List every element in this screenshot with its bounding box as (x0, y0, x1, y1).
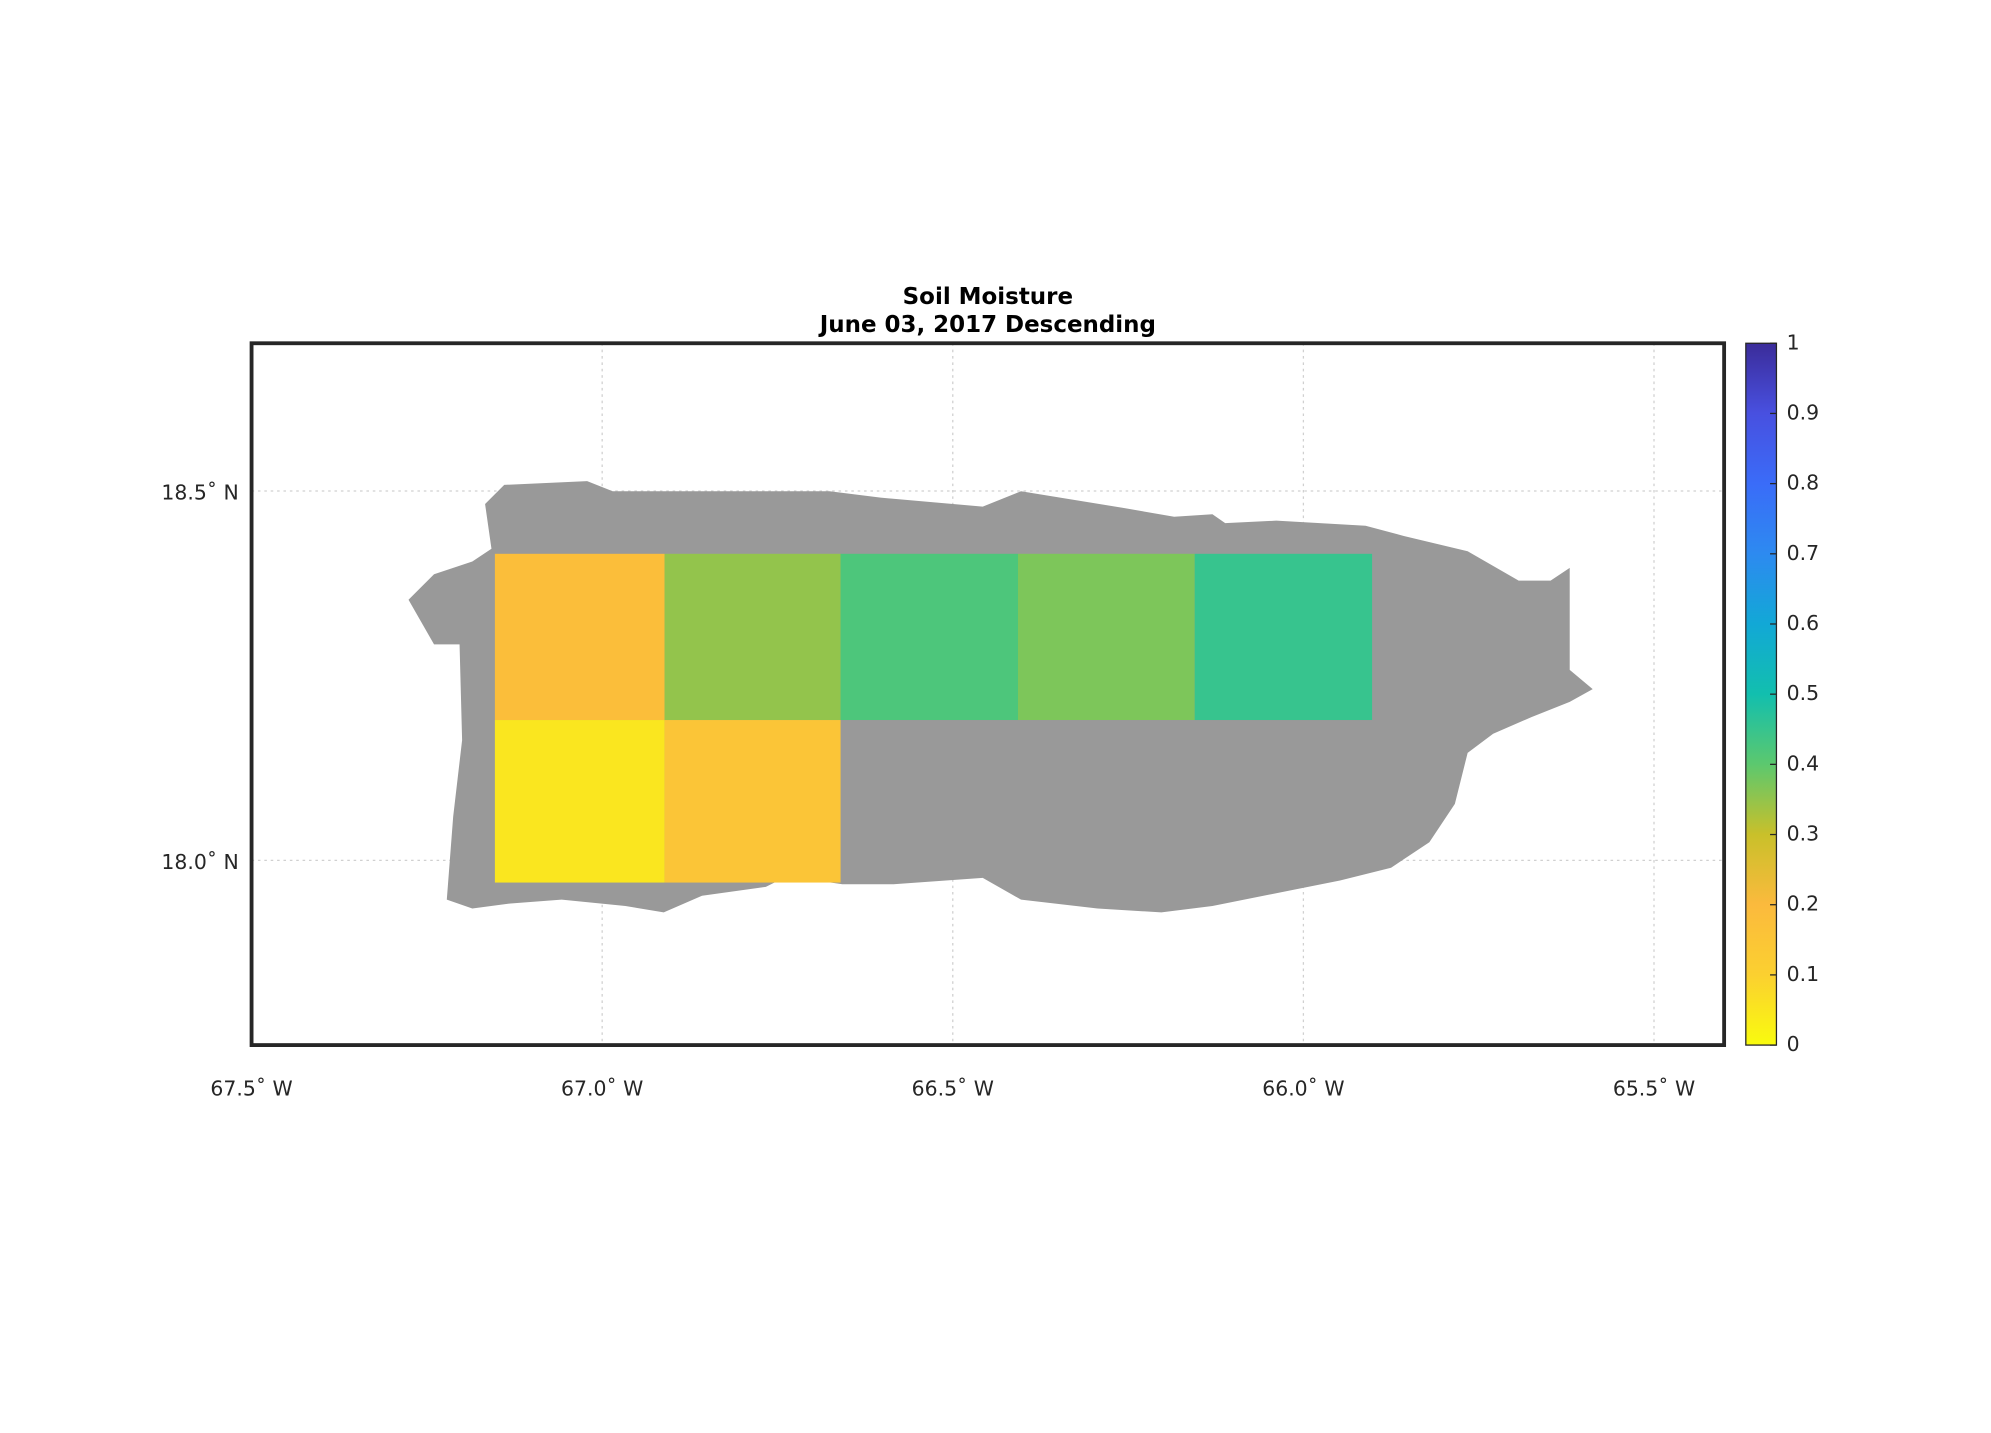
grid-cell (494, 720, 665, 883)
colorbar-tick-label: 0.7 (1787, 541, 1819, 565)
grid-cell (664, 553, 841, 721)
colorbar-tick-label: 0.3 (1787, 822, 1819, 846)
x-tick-label: 66.0˚ W (1262, 1077, 1344, 1101)
colorbar-tick-label: 0.6 (1787, 611, 1819, 635)
x-tick-label: 67.5˚ W (210, 1077, 292, 1101)
colorbar-tick-label: 0.9 (1787, 400, 1819, 424)
colorbar-tick-label: 0.2 (1787, 892, 1819, 916)
grid-cell (494, 553, 665, 721)
grid-cell (664, 720, 841, 883)
colorbar-tick-label: 0.8 (1787, 471, 1819, 495)
grid-cell (1017, 553, 1195, 721)
x-tick-label: 65.5˚ W (1613, 1077, 1695, 1101)
colorbar-tick-label: 0 (1787, 1032, 1800, 1056)
chart-subtitle: June 03, 2017 Descending (818, 312, 1156, 338)
colorbar-tick-label: 0.4 (1787, 751, 1819, 775)
y-tick-label: 18.5˚ N (161, 481, 238, 505)
grid-cell (1194, 553, 1373, 721)
chart-title: Soil Moisture (903, 284, 1073, 310)
grid-cell (840, 553, 1018, 721)
plot-frame (249, 341, 1727, 1047)
x-tick-label: 67.0˚ W (561, 1077, 643, 1101)
colorbar-tick-label: 0.1 (1787, 962, 1819, 986)
colorbar-tick-label: 1 (1787, 330, 1800, 354)
colorbar-tick-label: 0.5 (1787, 681, 1819, 705)
x-tick-label: 66.5˚ W (912, 1077, 994, 1101)
y-tick-label: 18.0˚ N (161, 850, 238, 874)
